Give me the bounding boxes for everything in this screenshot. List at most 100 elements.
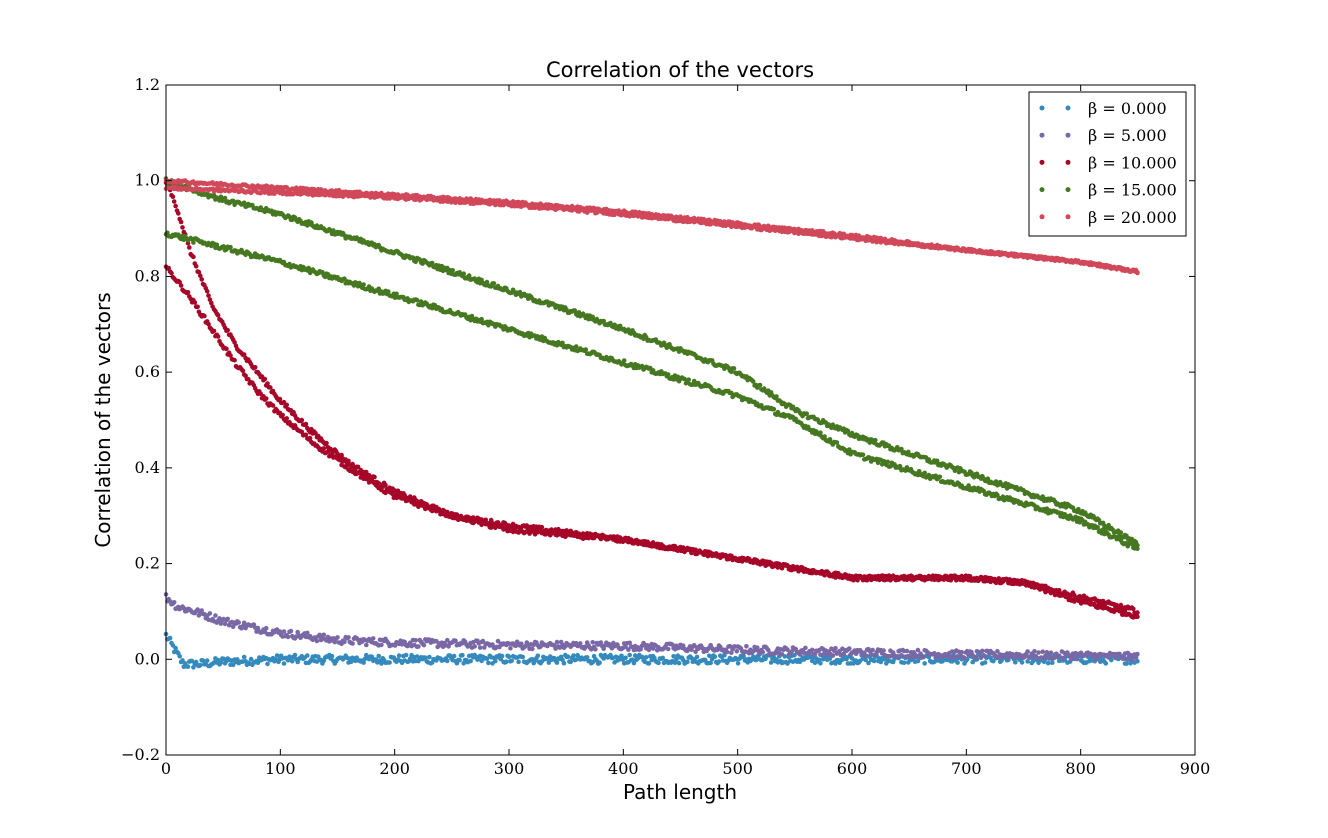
- data-point: [178, 219, 184, 225]
- data-point: [445, 509, 450, 515]
- data-point: [665, 646, 671, 652]
- data-point: [597, 660, 602, 665]
- data-point: [280, 412, 285, 418]
- data-point: [325, 449, 331, 454]
- data-point: [1135, 614, 1140, 619]
- data-point: [895, 654, 900, 659]
- data-point: [554, 639, 560, 645]
- data-point: [982, 654, 988, 659]
- data-point: [281, 661, 287, 666]
- data-point: [167, 635, 173, 641]
- data-point: [685, 659, 690, 665]
- data-point: [1051, 655, 1056, 661]
- data-point: [804, 411, 809, 417]
- data-point: [199, 277, 204, 282]
- data-point: [626, 647, 631, 652]
- data-point: [199, 608, 204, 613]
- data-point: [403, 652, 409, 658]
- data-point: [982, 660, 988, 665]
- data-point: [590, 659, 595, 665]
- data-point: [885, 459, 890, 465]
- data-point: [270, 403, 276, 408]
- data-point: [215, 313, 221, 318]
- data-point: [222, 621, 228, 627]
- data-point: [1124, 661, 1129, 666]
- data-point: [729, 553, 734, 559]
- data-point: [833, 575, 838, 580]
- data-point: [170, 194, 176, 199]
- data-point: [209, 300, 214, 306]
- data-point: [980, 648, 985, 654]
- data-point: [192, 300, 198, 305]
- data-point: [248, 656, 254, 662]
- data-point: [387, 660, 392, 665]
- data-point: [1113, 655, 1118, 661]
- data-point: [631, 660, 637, 666]
- data-point: [324, 440, 329, 446]
- data-point: [847, 646, 852, 651]
- data-point: [421, 642, 427, 648]
- data-point: [449, 511, 454, 516]
- data-point: [1036, 650, 1041, 655]
- data-point: [716, 659, 722, 664]
- data-point: [285, 634, 291, 640]
- data-point: [753, 657, 759, 663]
- data-point: [189, 658, 195, 664]
- data-point: [230, 624, 236, 629]
- data-point: [727, 643, 733, 649]
- data-point: [886, 573, 892, 578]
- data-point: [413, 638, 419, 643]
- data-point: [921, 654, 926, 660]
- data-point: [779, 652, 785, 657]
- data-point: [457, 657, 462, 663]
- series-1: [163, 592, 1140, 663]
- data-point: [198, 662, 203, 668]
- data-point: [346, 635, 351, 640]
- data-point: [232, 357, 237, 363]
- data-point: [1092, 652, 1098, 657]
- data-point: [346, 458, 351, 464]
- data-point: [670, 642, 675, 647]
- data-point: [816, 657, 822, 663]
- data-point: [342, 639, 347, 645]
- data-point: [240, 368, 246, 374]
- data-point: [252, 365, 258, 370]
- data-point: [1040, 649, 1045, 654]
- data-point: [317, 632, 323, 638]
- data-point: [218, 660, 224, 665]
- data-point: [915, 658, 921, 664]
- data-point: [991, 658, 996, 664]
- data-point: [967, 574, 973, 579]
- data-point: [225, 327, 230, 333]
- data-point: [520, 654, 525, 660]
- data-point: [263, 396, 269, 401]
- data-point: [583, 347, 589, 352]
- data-point: [166, 265, 171, 271]
- data-point: [344, 462, 350, 468]
- data-point: [292, 652, 298, 658]
- data-point: [621, 358, 627, 363]
- data-point: [1025, 649, 1030, 654]
- data-point: [236, 620, 241, 625]
- data-point: [348, 466, 354, 471]
- data-point: [321, 632, 327, 638]
- data-point: [768, 660, 774, 665]
- data-point: [932, 651, 937, 656]
- data-point: [995, 649, 1000, 654]
- data-point: [708, 660, 713, 666]
- data-point: [1018, 581, 1024, 587]
- data-point: [735, 661, 741, 666]
- data-point: [173, 203, 178, 209]
- data-point: [731, 366, 737, 371]
- data-point: [715, 647, 720, 653]
- data-point: [797, 652, 803, 657]
- data-point: [712, 654, 718, 659]
- data-point: [1095, 656, 1100, 661]
- data-point: [959, 650, 965, 655]
- data-point: [379, 642, 384, 648]
- data-point: [1118, 602, 1124, 608]
- data-point: [355, 464, 361, 470]
- data-point: [241, 352, 247, 357]
- data-point: [627, 652, 632, 658]
